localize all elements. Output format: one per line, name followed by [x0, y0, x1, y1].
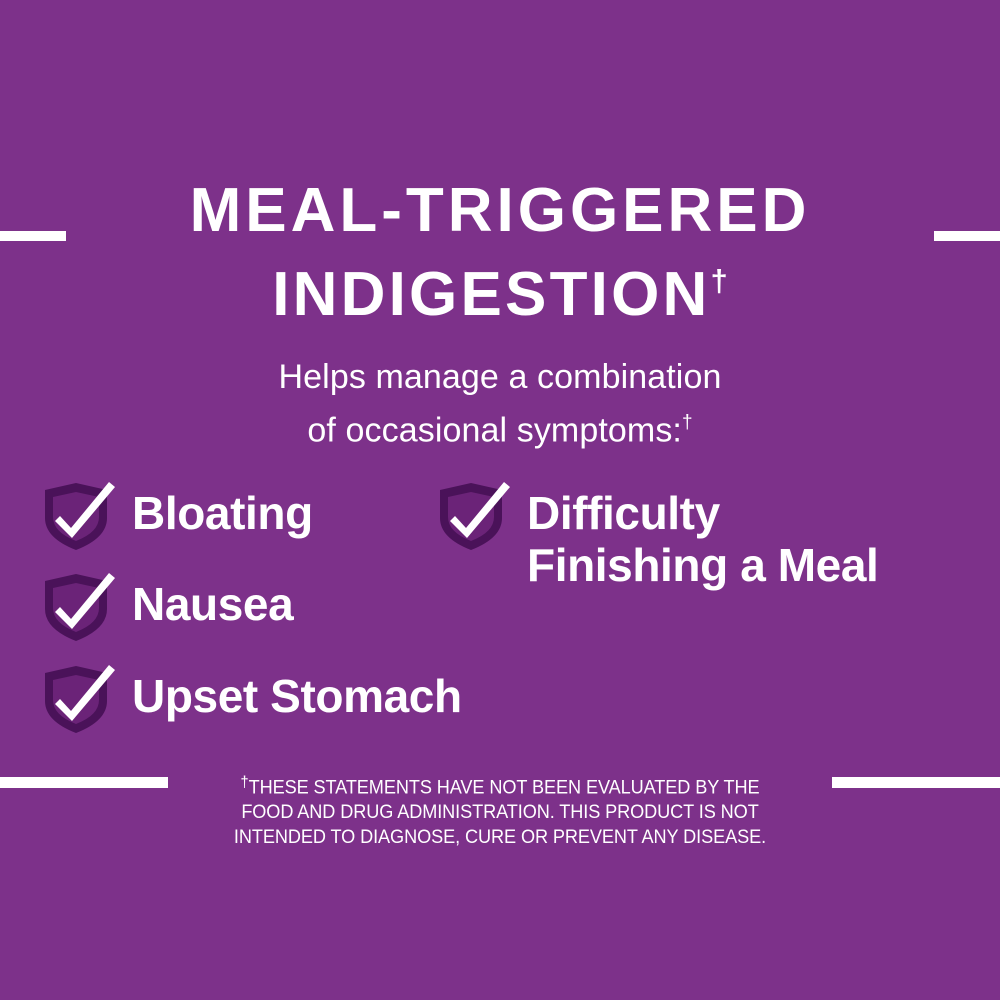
subhead-line-2: of occasional symptoms:† [0, 400, 1000, 454]
headline-rule-right [934, 231, 1000, 241]
disclaimer-rule-right [832, 777, 1000, 788]
headline-line-1: MEAL-TRIGGERED [189, 176, 811, 245]
headline-line-2-text: INDIGESTION [272, 260, 711, 330]
benefit-item-nausea: Nausea [45, 573, 294, 643]
disclaimer-line-1: †THESE STATEMENTS HAVE NOT BEEN EVALUATE… [202, 771, 797, 800]
disclaimer-line-1-text: THESE STATEMENTS HAVE NOT BEEN EVALUATED… [248, 776, 760, 799]
headline-line-2: INDIGESTION† [0, 246, 1000, 330]
benefit-item-upset-stomach: Upset Stomach [45, 665, 462, 735]
benefit-label-line-2: Finishing a Meal [527, 539, 879, 591]
disclaimer-text: †THESE STATEMENTS HAVE NOT BEEN EVALUATE… [202, 771, 797, 849]
benefit-label-multiline: Difficulty Finishing a Meal [527, 487, 879, 591]
benefit-label: Upset Stomach [132, 670, 462, 722]
disclaimer-line-2: FOOD AND DRUG ADMINISTRATION. THIS PRODU… [241, 801, 759, 824]
headline-footnote-marker: † [710, 263, 728, 298]
check-shield-icon [45, 573, 115, 643]
benefit-item-difficulty-finishing-a-meal: Difficulty Finishing a Meal [440, 482, 879, 591]
subhead-line-1: Helps manage a combination [278, 358, 722, 396]
benefit-label: Nausea [132, 578, 294, 630]
subhead-footnote-marker: † [681, 412, 693, 433]
check-shield-icon [440, 482, 510, 552]
subhead: Helps manage a combination of occasional… [0, 355, 1000, 454]
check-shield-icon [45, 482, 115, 552]
benefit-item-bloating: Bloating [45, 482, 313, 552]
benefit-label-line-1: Difficulty [527, 487, 720, 539]
disclaimer-footnote-marker: † [240, 774, 249, 791]
disclaimer-rule-left [0, 777, 168, 788]
subhead-line-2-text: of occasional symptoms: [307, 411, 682, 450]
disclaimer-line-3: INTENDED TO DIAGNOSE, CURE OR PREVENT AN… [233, 825, 767, 848]
check-shield-icon [45, 665, 115, 735]
headline: MEAL-TRIGGERED INDIGESTION† [0, 176, 1000, 330]
benefit-label: Bloating [132, 487, 313, 539]
headline-rule-left [0, 231, 66, 241]
